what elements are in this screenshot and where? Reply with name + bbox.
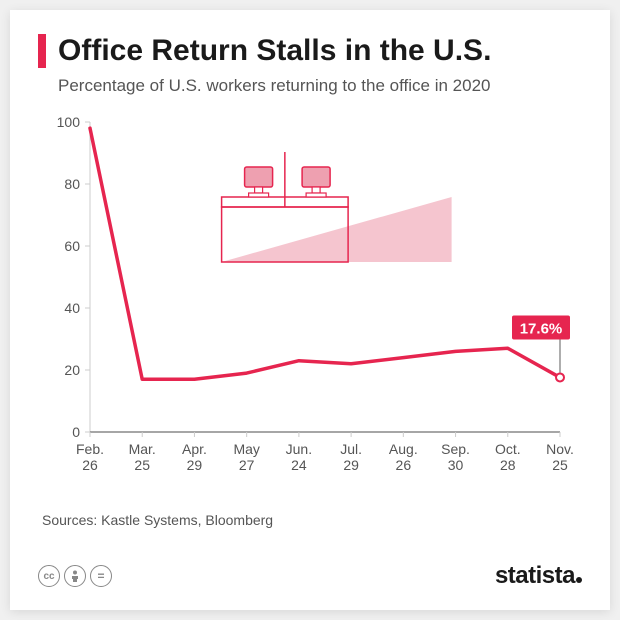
- svg-text:100: 100: [57, 114, 81, 130]
- svg-text:27: 27: [239, 457, 255, 473]
- footer: cc = statista: [38, 562, 582, 590]
- svg-text:25: 25: [552, 457, 568, 473]
- cc-icon: cc: [38, 565, 60, 587]
- nd-icon: =: [90, 565, 112, 587]
- svg-text:28: 28: [500, 457, 516, 473]
- svg-text:17.6%: 17.6%: [520, 320, 563, 337]
- svg-text:26: 26: [82, 457, 98, 473]
- line-chart: 020406080100Feb.26Mar.25Apr.29May27Jun.2…: [40, 112, 580, 492]
- svg-text:Oct.: Oct.: [495, 441, 521, 457]
- svg-text:May: May: [233, 441, 259, 457]
- svg-text:Sep.: Sep.: [441, 441, 470, 457]
- svg-text:Aug.: Aug.: [389, 441, 418, 457]
- svg-text:Nov.: Nov.: [546, 441, 574, 457]
- svg-text:24: 24: [291, 457, 307, 473]
- svg-text:Jun.: Jun.: [286, 441, 312, 457]
- by-icon: [64, 565, 86, 587]
- svg-text:60: 60: [64, 238, 80, 254]
- sources-text: Sources: Kastle Systems, Bloomberg: [42, 512, 582, 528]
- svg-text:Jul.: Jul.: [340, 441, 362, 457]
- svg-text:30: 30: [448, 457, 464, 473]
- svg-text:0: 0: [72, 424, 80, 440]
- brand-logo: statista: [495, 562, 582, 590]
- subtitle: Percentage of U.S. workers returning to …: [58, 76, 582, 96]
- svg-text:Apr.: Apr.: [182, 441, 207, 457]
- infographic-card: Office Return Stalls in the U.S. Percent…: [10, 10, 610, 610]
- svg-text:26: 26: [396, 457, 412, 473]
- title-row: Office Return Stalls in the U.S.: [38, 34, 582, 68]
- cc-license: cc =: [38, 565, 112, 587]
- svg-text:Mar.: Mar.: [129, 441, 156, 457]
- svg-text:20: 20: [64, 362, 80, 378]
- chart-svg: 020406080100Feb.26Mar.25Apr.29May27Jun.2…: [40, 112, 580, 492]
- accent-bar: [38, 34, 46, 68]
- svg-text:25: 25: [134, 457, 150, 473]
- svg-text:40: 40: [64, 300, 80, 316]
- svg-text:29: 29: [187, 457, 203, 473]
- page-title: Office Return Stalls in the U.S.: [58, 34, 491, 67]
- svg-text:Feb.: Feb.: [76, 441, 104, 457]
- brand-dot-icon: [576, 577, 582, 583]
- svg-text:29: 29: [343, 457, 359, 473]
- svg-text:80: 80: [64, 176, 80, 192]
